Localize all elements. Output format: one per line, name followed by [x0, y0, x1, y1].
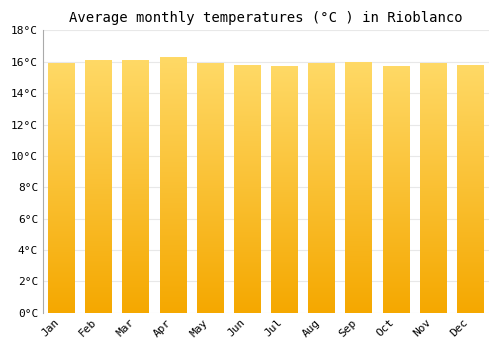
Title: Average monthly temperatures (°C ) in Rioblanco: Average monthly temperatures (°C ) in Ri…: [69, 11, 462, 25]
